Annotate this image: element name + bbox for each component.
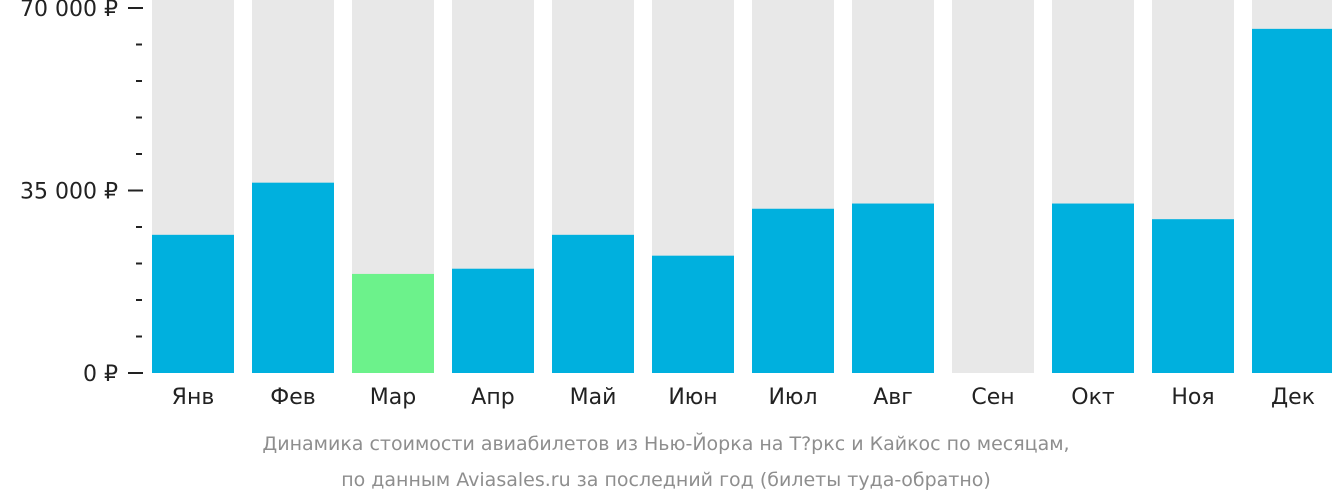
price-bars (152, 28, 1332, 373)
month-label-8: Сен (971, 385, 1014, 410)
month-label-5: Июн (668, 385, 717, 410)
bar-11[interactable] (1252, 28, 1332, 373)
caption-line-2: по данным Aviasales.ru за последний год … (341, 469, 991, 491)
bar-0[interactable] (152, 234, 234, 373)
bar-10[interactable] (1152, 219, 1234, 373)
bar-3[interactable] (452, 268, 534, 373)
month-label-3: Апр (471, 385, 514, 410)
bar-7[interactable] (852, 203, 934, 373)
bar-2[interactable] (352, 273, 434, 373)
month-label-10: Ноя (1171, 385, 1214, 410)
bar-6[interactable] (752, 208, 834, 373)
y-tick-label-2: 70 000 ₽ (20, 0, 118, 22)
bar-1[interactable] (252, 182, 334, 373)
y-tick-label-1: 35 000 ₽ (20, 180, 118, 205)
month-label-4: Май (570, 385, 617, 410)
bar-4[interactable] (552, 234, 634, 373)
bar-background-8 (952, 0, 1034, 373)
y-tick-label-0: 0 ₽ (83, 362, 118, 387)
month-label-9: Окт (1071, 385, 1115, 410)
bar-9[interactable] (1052, 203, 1134, 373)
month-labels: Янв Фев Мар Апр Май Июн Июл Авг Сен Окт Ноя Дек (172, 385, 1315, 410)
month-label-6: Июл (768, 385, 817, 410)
price-bar-chart: 0 ₽ 35 000 ₽ 70 000 ₽ Янв Фев Мар Апр Май Июн Ию… (20, 0, 1332, 410)
month-label-2: Мар (370, 385, 416, 410)
month-label-11: Дек (1271, 385, 1315, 410)
y-axis: 0 ₽ 35 000 ₽ 70 000 ₽ (20, 0, 143, 387)
month-label-1: Фев (270, 385, 315, 410)
month-label-7: Авг (873, 385, 913, 410)
caption-line-1: Динамика стоимости авиабилетов из Нью-Йо… (262, 433, 1070, 455)
bar-5[interactable] (652, 255, 734, 373)
month-label-0: Янв (172, 385, 215, 410)
